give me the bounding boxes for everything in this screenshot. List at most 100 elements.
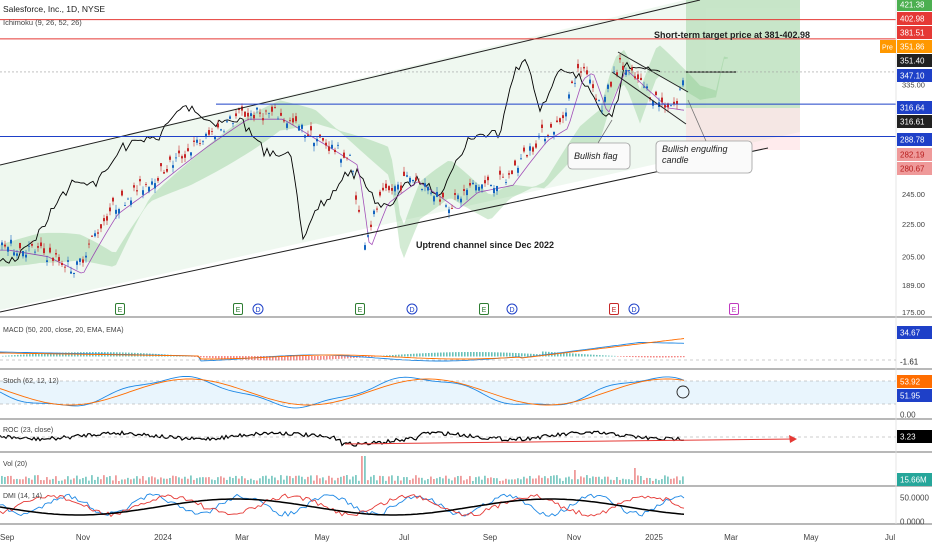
macd-histogram-bar	[344, 356, 346, 359]
volume-bar	[247, 480, 249, 484]
candle-body	[598, 100, 600, 102]
volume-bar	[262, 476, 264, 484]
candle-body	[508, 173, 510, 175]
macd-histogram-bar	[401, 354, 403, 357]
candle-body	[160, 163, 162, 167]
volume-bar	[568, 476, 570, 484]
candle-body	[85, 255, 87, 258]
candle-body	[208, 130, 210, 135]
volume-bar	[556, 475, 558, 484]
candle-body	[577, 63, 579, 69]
volume-bar	[631, 480, 633, 484]
earnings-marker	[115, 303, 125, 315]
stoch-d-line	[0, 378, 685, 406]
macd-histogram-bar	[440, 352, 442, 357]
volume-bar	[646, 477, 648, 484]
candle-body	[454, 193, 456, 195]
stoch-band	[0, 381, 896, 404]
pre-market-badge	[880, 40, 896, 53]
macd-histogram-bar	[278, 356, 280, 361]
volume-bar	[301, 476, 303, 484]
candle-body	[463, 189, 465, 191]
candle-body	[328, 146, 330, 151]
price-tag-label: 351.40	[900, 57, 925, 66]
macd-histogram-bar	[566, 353, 568, 357]
candle-body	[136, 190, 138, 192]
volume-bar	[40, 480, 42, 484]
ichimoku-label: Ichimoku (9, 26, 52, 26)	[3, 18, 82, 27]
volume-bar	[373, 475, 375, 484]
volume-bar	[244, 478, 246, 484]
candle-body	[19, 243, 21, 249]
volume-bar	[331, 477, 333, 484]
earnings-marker	[729, 303, 739, 315]
volume-bar	[64, 479, 66, 484]
engulfing-pointer	[687, 99, 707, 142]
volume-bar	[109, 476, 111, 484]
volume-bar	[76, 475, 78, 484]
dividend-marker	[628, 303, 640, 315]
macd-histogram-bar	[395, 354, 397, 357]
volume-bar	[97, 476, 99, 484]
macd-histogram-bar	[509, 352, 511, 357]
candle-body	[124, 205, 126, 206]
candle-body	[433, 196, 435, 202]
candle-body	[151, 181, 153, 185]
macd-histogram-bar	[527, 353, 529, 357]
volume-bar	[70, 479, 72, 484]
channel-upper-line	[0, 0, 701, 166]
macd-histogram-bar	[677, 356, 679, 358]
volume-bar	[238, 478, 240, 484]
volume-bar	[31, 479, 33, 484]
volume-bar	[403, 477, 405, 484]
candle-body	[193, 140, 195, 142]
volume-bar	[25, 476, 27, 484]
volume-bar	[487, 478, 489, 484]
candle-body	[559, 118, 561, 123]
macd-histogram-bar	[23, 354, 25, 357]
macd-histogram-bar	[617, 356, 619, 357]
macd-histogram-bar	[668, 356, 670, 358]
macd-histogram-bar	[671, 356, 673, 358]
candle-body	[406, 175, 408, 177]
volume-bar	[466, 479, 468, 484]
volume-bar	[523, 476, 525, 484]
macd-histogram-bar	[215, 356, 217, 359]
macd-histogram-bar	[266, 356, 268, 361]
candle-body	[436, 191, 438, 197]
candle-body	[241, 106, 243, 111]
macd-histogram-bar	[569, 353, 571, 357]
candle-body	[181, 156, 183, 159]
price-tag	[897, 54, 932, 67]
chart-header: Salesforce, Inc., 1D, NYSE	[3, 4, 105, 14]
candle-body	[460, 198, 462, 203]
macd-histogram-bar	[512, 352, 514, 357]
volume-bar	[406, 477, 408, 484]
volume-bar	[256, 480, 258, 484]
macd-histogram-bar	[200, 356, 202, 358]
candle-body	[586, 70, 588, 75]
macd-label: MACD (50, 200, close, 20, EMA, EMA)	[3, 327, 124, 334]
candle-body	[214, 136, 216, 140]
candle-body	[487, 176, 489, 181]
candle-body	[118, 209, 120, 214]
volume-bar	[343, 475, 345, 484]
candle-body	[13, 252, 15, 256]
price-tick-label: 245.00	[902, 190, 925, 199]
macd-histogram-bar	[431, 352, 433, 357]
macd-histogram-bar	[434, 352, 436, 357]
macd-histogram-bar	[605, 355, 607, 357]
volume-bar	[370, 476, 372, 484]
macd-histogram-bar	[224, 356, 226, 359]
price-tick-label: 189.00	[902, 281, 925, 290]
time-tick-label: May	[314, 533, 329, 542]
volume-bar	[550, 475, 552, 484]
macd-histogram-bar	[281, 356, 283, 361]
candle-body	[313, 142, 315, 147]
candle-body	[292, 118, 294, 123]
volume-bar	[232, 478, 234, 484]
macd-histogram-bar	[62, 352, 64, 357]
volume-bar	[439, 476, 441, 484]
panel-separators	[0, 0, 932, 525]
macd-histogram-bar	[296, 356, 298, 361]
